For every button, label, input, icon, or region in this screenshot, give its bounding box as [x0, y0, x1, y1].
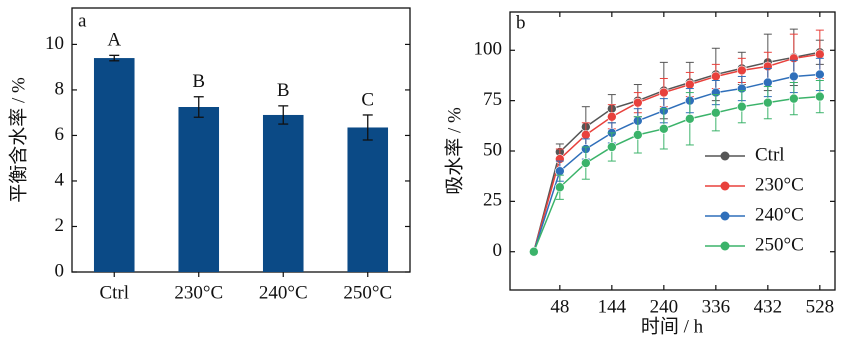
legend-label: 230°C — [755, 174, 804, 195]
panel-label: a — [78, 10, 87, 31]
y-axis-label: 平衡含水率 / % — [7, 77, 29, 203]
y-tick-label: 75 — [483, 89, 502, 110]
point — [633, 97, 643, 108]
panel-label: b — [516, 12, 526, 33]
point — [555, 182, 565, 193]
point — [555, 166, 565, 176]
y-tick-label: 2 — [55, 215, 65, 236]
point — [737, 101, 747, 112]
y-tick-label: 25 — [483, 190, 502, 211]
significance-letter: B — [277, 80, 290, 101]
point — [711, 71, 721, 82]
point — [815, 49, 825, 60]
point — [529, 246, 539, 257]
legend-marker — [720, 151, 730, 161]
point — [581, 130, 591, 140]
point — [711, 107, 721, 118]
point — [607, 111, 617, 122]
x-tick-label: 240°C — [259, 282, 308, 303]
x-tick-label: 230°C — [174, 282, 223, 303]
point — [763, 97, 773, 108]
y-tick-label: 0 — [493, 240, 503, 261]
x-tick-label: 48 — [550, 296, 569, 317]
legend-label: Ctrl — [755, 144, 785, 165]
point — [789, 93, 799, 104]
point — [789, 71, 799, 82]
point — [815, 69, 825, 80]
legend-marker — [720, 241, 730, 251]
point — [607, 142, 617, 152]
x-tick-label: 250°C — [343, 282, 392, 303]
y-tick-label: 4 — [55, 169, 65, 190]
y-tick-label: 6 — [55, 124, 65, 145]
significance-letter: A — [107, 30, 121, 51]
y-tick-label: 100 — [474, 39, 503, 60]
plot-frame — [71, 7, 411, 273]
point — [659, 87, 669, 98]
point — [581, 158, 591, 168]
x-tick-label: 432 — [754, 296, 783, 317]
point — [737, 65, 747, 76]
legend-label: 240°C — [755, 204, 804, 225]
legend-label: 250°C — [755, 234, 804, 255]
point — [633, 130, 643, 140]
bar — [178, 107, 220, 272]
bar — [262, 114, 304, 272]
y-tick-label: 0 — [55, 260, 65, 281]
y-tick-label: 10 — [45, 33, 64, 54]
point — [815, 91, 825, 102]
bar — [93, 58, 135, 272]
significance-letter: C — [361, 89, 374, 110]
bar — [347, 127, 389, 272]
point — [659, 124, 669, 134]
significance-letter: B — [192, 71, 205, 92]
x-tick-label: Ctrl — [99, 282, 129, 303]
x-tick-label: 144 — [598, 296, 627, 317]
x-axis-label: 时间 / h — [641, 315, 704, 337]
x-tick-label: 240 — [650, 296, 679, 317]
x-tick-label: 528 — [806, 296, 835, 317]
legend-marker — [720, 181, 730, 191]
point — [685, 113, 695, 124]
point — [763, 77, 773, 88]
y-tick-label: 50 — [483, 139, 502, 160]
x-tick-label: 336 — [702, 296, 731, 317]
y-axis-label: 吸水率 / % — [443, 107, 465, 195]
point — [685, 79, 695, 90]
legend-marker — [720, 211, 730, 221]
y-tick-label: 8 — [55, 78, 65, 99]
